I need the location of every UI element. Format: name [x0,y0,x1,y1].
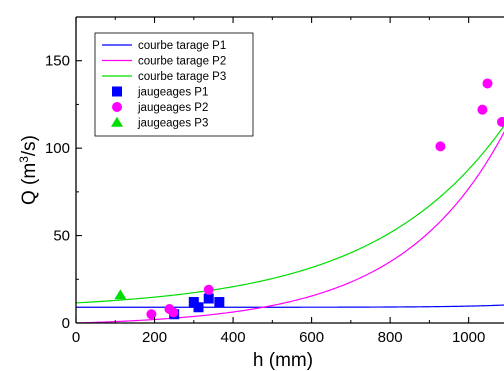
gauging-points [114,78,504,320]
point-p1-5 [214,297,225,308]
legend-label-5: jaugeages P2 [137,102,208,114]
point-p1-2 [188,297,199,308]
point-p2-7 [482,78,493,89]
tick-labels: 0 200 400 600 800 1000 0 50 100 150 [45,53,485,346]
legend-marker-6 [111,116,123,127]
x-tick-label: 600 [299,329,324,346]
x-tick-label: 0 [72,329,80,346]
legend-label-2: courbe tarage P2 [138,56,226,68]
x-tick-label: 200 [142,329,167,346]
axis-ticks [75,17,470,324]
legend-marker-4 [112,86,122,97]
legend-box [94,32,254,137]
point-p3-1 [114,289,127,300]
curve-2 [76,131,504,323]
legend-label-4: jaugeages P1 [137,87,208,99]
x-tick-label: 1000 [452,329,485,346]
y-tick-label: 100 [45,140,70,157]
x-axis-title: h (mm) [253,350,313,371]
legend-marker-5 [112,102,122,112]
curve-3 [76,124,504,304]
legend-label-1: courbe tarage P1 [138,40,226,52]
y-axis-title: Q (m3/s) [17,135,40,205]
curve-1 [76,304,504,308]
point-p2-1 [146,309,157,320]
y-axis-title-exponent: 3 [17,156,31,163]
legend: courbe tarage P1 courbe tarage P2 courbe t… [94,32,254,137]
point-p1-4 [203,293,214,304]
x-tick-label: 800 [378,329,403,346]
y-tick-label: 150 [45,53,70,70]
point-p2-8 [497,116,504,127]
point-p2-3 [168,307,179,318]
y-axis-title-tail: /s) [19,135,40,156]
x-tick-label: 400 [221,329,246,346]
y-tick-label: 50 [53,228,70,245]
plot-frame [75,16,504,324]
rating-curves [76,124,504,323]
legend-label-6: jaugeages P3 [137,118,208,130]
point-p2-5 [435,141,446,152]
point-p1-3 [193,302,204,313]
point-p2-6 [477,104,488,115]
y-axis-title-main: Q (m [19,163,40,205]
y-tick-label: 0 [62,315,70,332]
point-p2-4 [203,284,214,295]
legend-label-3: courbe tarage P3 [138,71,226,83]
